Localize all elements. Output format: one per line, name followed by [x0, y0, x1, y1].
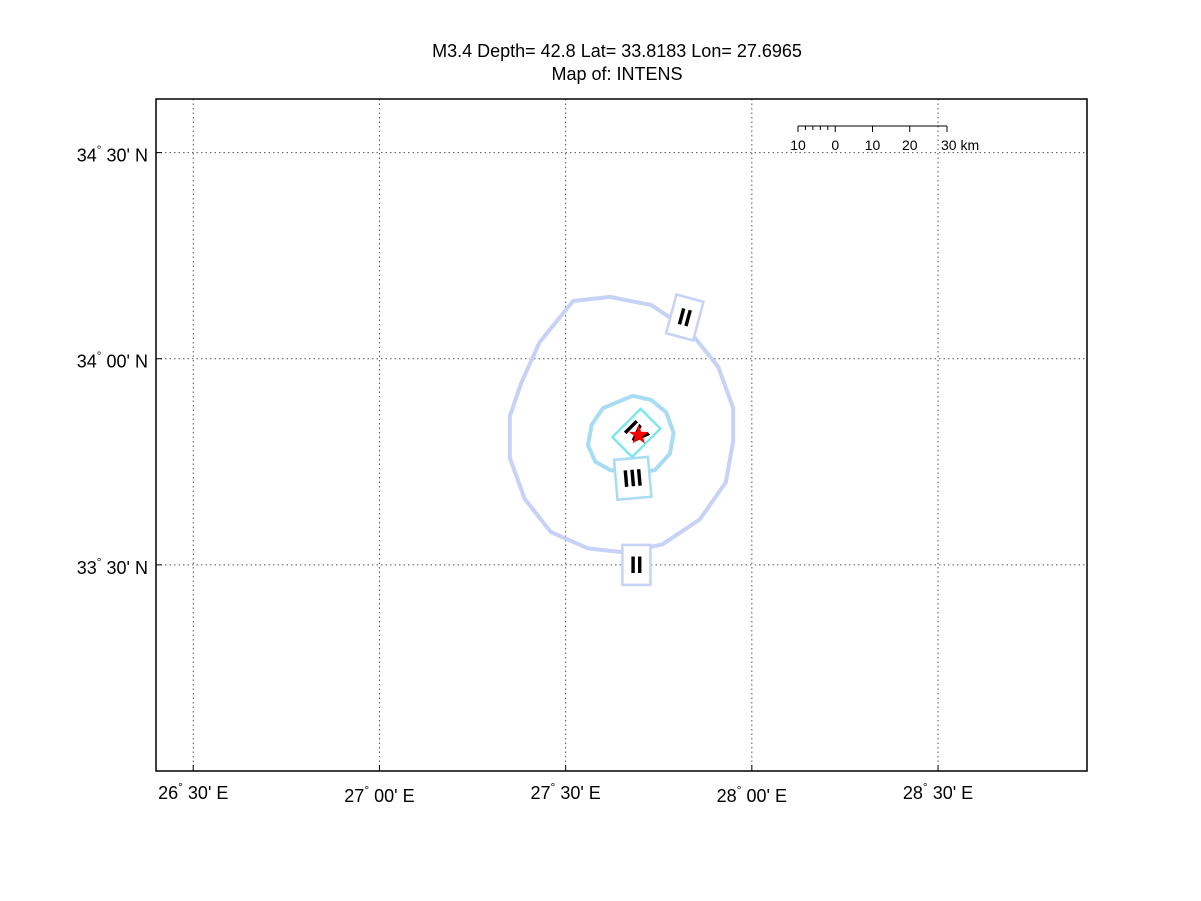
label-box [621, 543, 652, 587]
y-tick-label: 33° 30' N [77, 555, 148, 578]
scale-label: 10 [865, 137, 881, 153]
x-tick-label: 28° 00' E [717, 783, 787, 806]
x-tick-label: 26° 30' E [158, 780, 228, 803]
y-tick-label: 34° 00' N [77, 349, 148, 372]
label-text: III [622, 464, 644, 493]
intensity-contours [507, 294, 736, 555]
x-tick-label: 27° 00' E [344, 783, 414, 806]
title-line-1: M3.4 Depth= 42.8 Lat= 33.8183 Lon= 27.69… [432, 41, 802, 61]
epicenter-star-icon: ★ [627, 421, 650, 451]
epicenter: ★ [627, 421, 650, 451]
label-text: II [630, 552, 643, 579]
x-axis-ticks: 26° 30' E 27° 00' E 27° 30' E 28° 00' E 28° … [158, 765, 973, 806]
x-tick-label: 28° 30' E [903, 780, 973, 803]
y-axis-ticks: 34° 30' N 34° 00' N 33° 30' N [77, 143, 162, 578]
x-tick-label: 27° 30' E [530, 780, 600, 803]
scale-label: 30 km [941, 137, 979, 153]
plot-frame [155, 98, 1088, 772]
label-box [612, 455, 653, 502]
title-line-2: Map of: INTENS [551, 64, 682, 84]
contour-ii [507, 294, 736, 555]
intensity-label-ii: II [664, 293, 706, 342]
scale-label: 0 [831, 137, 839, 153]
label-box [610, 407, 663, 459]
label-box [664, 293, 706, 342]
intensity-label-iii: III [612, 455, 653, 502]
y-tick-label: 34° 30' N [77, 143, 148, 166]
scale-label: 10 [790, 137, 806, 153]
scale-bar: 10 0 10 20 30 km [790, 125, 979, 153]
scale-label: 20 [902, 137, 918, 153]
intensity-label-ii: II [621, 543, 652, 587]
